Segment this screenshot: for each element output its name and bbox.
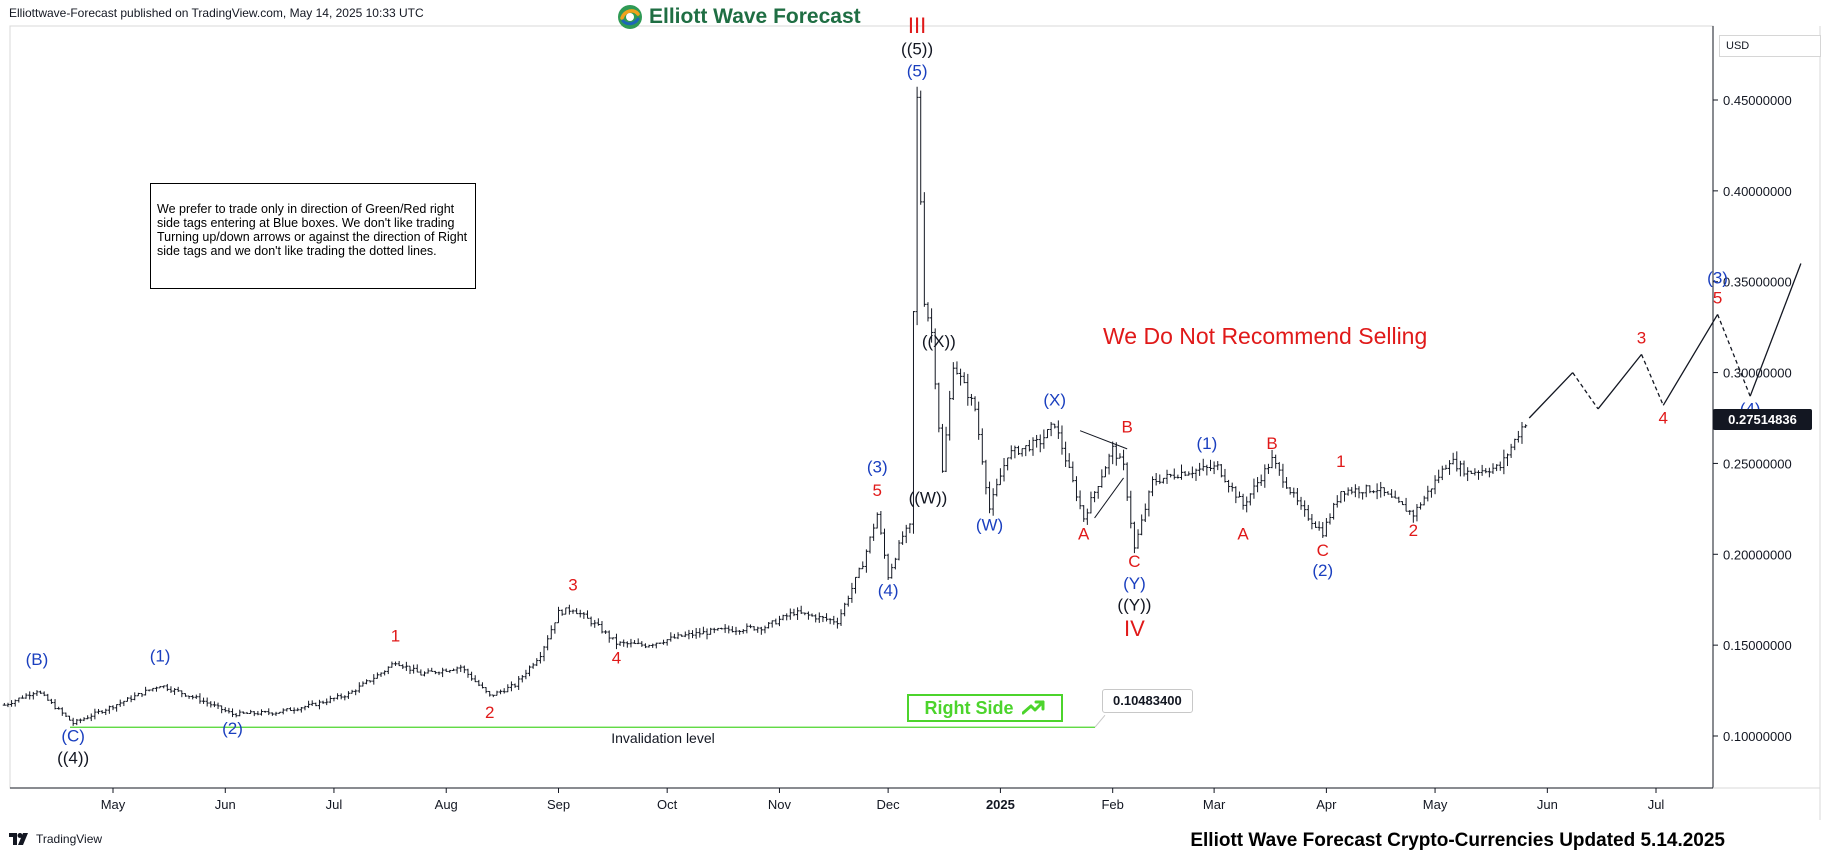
projection-segment bbox=[1749, 263, 1802, 397]
wave-label: (B) bbox=[26, 650, 49, 669]
x-tick-label: Nov bbox=[768, 797, 792, 812]
wave-label: 2 bbox=[1409, 521, 1418, 540]
x-tick-label: Mar bbox=[1203, 797, 1226, 812]
plot-area[interactable] bbox=[9, 25, 1714, 789]
currency-selector[interactable]: USD bbox=[1719, 35, 1821, 57]
invalidation-tag-pointer bbox=[1094, 714, 1106, 728]
wave-label: ((W)) bbox=[909, 488, 948, 507]
wave-label: (X) bbox=[1043, 390, 1066, 409]
x-tick-label: Jun bbox=[215, 797, 236, 812]
wave-label: 5 bbox=[873, 481, 882, 500]
triangle-boundary-line bbox=[1094, 477, 1124, 519]
wave-labels: (B)(C)((4))(1)(2)1234(3)5(4)(5)((5))III(… bbox=[26, 13, 1761, 767]
wave-label: (4) bbox=[878, 581, 899, 600]
x-tick-label: Apr bbox=[1316, 797, 1337, 812]
y-tick-label: 0.30000000 bbox=[1723, 366, 1792, 381]
y-tick-label: 0.20000000 bbox=[1723, 547, 1792, 562]
wave-label: (2) bbox=[222, 719, 243, 738]
triangle-boundary-line bbox=[1079, 430, 1128, 450]
y-axis-ticks: 0.10000000 0.15000000 0.20000000 0.25000000… bbox=[1713, 93, 1792, 744]
y-tick-label: 0.25000000 bbox=[1723, 456, 1792, 471]
wave-label: ((4)) bbox=[57, 748, 89, 767]
wave-label: 5 bbox=[1713, 289, 1722, 308]
right-side-tag: Right Side bbox=[907, 694, 1063, 722]
projection-segment bbox=[1716, 314, 1751, 397]
x-tick-label: Dec bbox=[877, 797, 901, 812]
invalidation-price-tag: 0.10483400 bbox=[1102, 689, 1193, 713]
wave-label: 2 bbox=[485, 703, 494, 722]
wave-label: (1) bbox=[150, 646, 171, 665]
wave-label: 1 bbox=[391, 627, 400, 646]
y-tick-label: 0.15000000 bbox=[1723, 638, 1792, 653]
triangle-pattern bbox=[1079, 430, 1128, 519]
x-tick-label: Sep bbox=[547, 797, 570, 812]
x-tick-label: Jul bbox=[1648, 797, 1665, 812]
x-tick-label: Aug bbox=[435, 797, 458, 812]
projection-segment bbox=[1528, 372, 1574, 419]
wave-label: (Y) bbox=[1123, 574, 1146, 593]
wave-label: ((X)) bbox=[922, 332, 956, 351]
wave-label: 3 bbox=[568, 576, 577, 595]
wave-label: (3) bbox=[867, 458, 888, 477]
y-tick-label: 0.45000000 bbox=[1723, 93, 1792, 108]
x-tick-label: Jun bbox=[1537, 797, 1558, 812]
projection-path bbox=[1528, 263, 1802, 419]
wave-label: 3 bbox=[1637, 328, 1646, 347]
wave-label: B bbox=[1266, 434, 1277, 453]
trading-note: We prefer to trade only in direction of … bbox=[150, 183, 476, 289]
wave-label: (W) bbox=[976, 516, 1003, 535]
wave-label: 4 bbox=[612, 648, 621, 667]
wave-label: ((5)) bbox=[901, 40, 933, 59]
wave-label: (1) bbox=[1196, 434, 1217, 453]
wave-label: (3) bbox=[1707, 269, 1728, 288]
ohlc-bars bbox=[2, 86, 1528, 726]
tradingview-brand[interactable]: TradingView bbox=[9, 832, 102, 846]
tradingview-logo-icon bbox=[9, 833, 28, 845]
x-tick-label: 2025 bbox=[986, 797, 1015, 812]
x-tick-label: May bbox=[101, 797, 126, 812]
ewf-logo-icon bbox=[618, 5, 642, 29]
trend-up-arrow-icon bbox=[1021, 700, 1044, 715]
brand-name: Elliott Wave Forecast bbox=[649, 5, 861, 28]
x-tick-label: Jul bbox=[326, 797, 343, 812]
tradingview-label: TradingView bbox=[36, 832, 103, 846]
x-axis-ticks: May Jun Jul Aug Sep Oct Nov Dec 2025 Feb Mar Apr May… bbox=[101, 788, 1665, 812]
wave-label: 4 bbox=[1659, 408, 1668, 427]
wave-label: C bbox=[1317, 541, 1329, 560]
y-tick-label: 0.10000000 bbox=[1723, 729, 1792, 744]
x-tick-label: Feb bbox=[1101, 797, 1123, 812]
current-price-badge: 0.27514836 bbox=[1713, 409, 1812, 430]
wave-label: 1 bbox=[1336, 452, 1345, 471]
x-tick-label: May bbox=[1423, 797, 1448, 812]
projection-segment bbox=[1572, 372, 1599, 410]
wave-label: (C) bbox=[61, 726, 85, 745]
wave-label: III bbox=[908, 13, 926, 38]
y-tick-label: 0.35000000 bbox=[1723, 275, 1792, 290]
wave-label: (2) bbox=[1312, 561, 1333, 580]
footer-title: Elliott Wave Forecast Crypto-Currencies … bbox=[1190, 830, 1725, 851]
y-tick-label: 0.40000000 bbox=[1723, 184, 1792, 199]
wave-label: A bbox=[1237, 525, 1249, 544]
invalidation-level-label: Invalidation level bbox=[611, 730, 715, 746]
recommendation-message: We Do Not Recommend Selling bbox=[1103, 323, 1428, 349]
wave-label: ((Y)) bbox=[1117, 596, 1151, 615]
wave-label: IV bbox=[1124, 616, 1145, 641]
projection-segment bbox=[1640, 354, 1664, 406]
brand-logo-block[interactable]: Elliott Wave Forecast bbox=[617, 2, 861, 32]
x-tick-label: Oct bbox=[657, 797, 678, 812]
wave-label: C bbox=[1128, 552, 1140, 571]
projection-segment bbox=[1597, 353, 1643, 410]
right-side-label: Right Side bbox=[924, 697, 1014, 718]
wave-label: (5) bbox=[907, 61, 928, 80]
wave-label: A bbox=[1078, 525, 1090, 544]
published-header: Elliottwave-Forecast published on Tradin… bbox=[9, 6, 424, 20]
wave-label: B bbox=[1122, 418, 1133, 437]
invalidation-line: Invalidation level bbox=[70, 714, 1106, 746]
projection-segment bbox=[1662, 314, 1719, 406]
